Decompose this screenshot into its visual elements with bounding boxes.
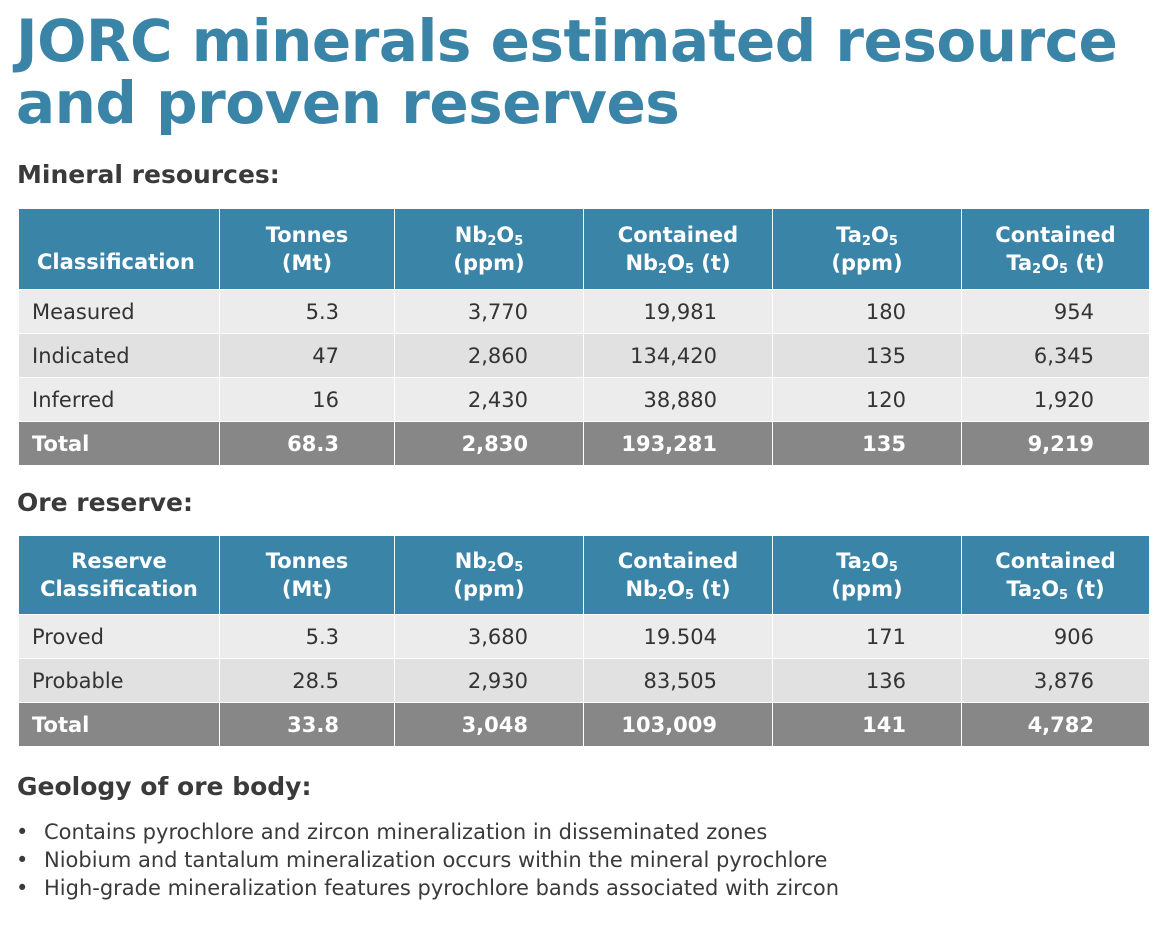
list-item-text: Niobium and tantalum mineralization occu… bbox=[44, 848, 828, 872]
list-item: • High-grade mineralization features pyr… bbox=[14, 874, 1154, 902]
column-header-contained-nb2o5: Contained Nb2O5 (t) bbox=[583, 208, 773, 290]
cell-total-contained-ta2o5: 4,782 bbox=[961, 702, 1150, 747]
page-title-line2: and proven reserves bbox=[16, 69, 680, 137]
cell-total-nb2o5: 2,830 bbox=[394, 421, 584, 466]
cell-tonnes: 5.3 bbox=[219, 289, 395, 334]
table-header-row: Classification Tonnes (Mt) Nb2O5 (ppm) C… bbox=[18, 208, 1150, 290]
column-header-tonnes: Tonnes (Mt) bbox=[219, 208, 395, 290]
cell-total-nb2o5: 3,048 bbox=[394, 702, 584, 747]
column-header-tonnes: Tonnes (Mt) bbox=[219, 535, 395, 615]
cell-tonnes: 5.3 bbox=[219, 614, 395, 659]
cell-tonnes: 28.5 bbox=[219, 658, 395, 703]
cell-contained-nb2o5: 134,420 bbox=[583, 333, 773, 378]
cell-total-label: Total bbox=[18, 702, 220, 747]
geology-bullet-list: • Contains pyrochlore and zircon mineral… bbox=[14, 818, 1154, 902]
cell-total-contained-nb2o5: 103,009 bbox=[583, 702, 773, 747]
cell-contained-ta2o5: 1,920 bbox=[961, 377, 1150, 422]
list-item-text: Contains pyrochlore and zircon mineraliz… bbox=[44, 820, 768, 844]
cell-classification: Inferred bbox=[18, 377, 220, 422]
mineral-resources-heading: Mineral resources: bbox=[17, 160, 280, 189]
table-row: Proved 5.3 3,680 19.504 171 906 bbox=[18, 614, 1150, 659]
cell-total-contained-ta2o5: 9,219 bbox=[961, 421, 1150, 466]
cell-tonnes: 47 bbox=[219, 333, 395, 378]
cell-nb2o5: 2,860 bbox=[394, 333, 584, 378]
table-header-row: Reserve Classification Tonnes (Mt) Nb2O5… bbox=[18, 535, 1150, 615]
cell-ta2o5: 180 bbox=[772, 289, 962, 334]
page-title-line1: JORC minerals estimated resource bbox=[16, 7, 1118, 75]
cell-total-tonnes: 33.8 bbox=[219, 702, 395, 747]
cell-ta2o5: 136 bbox=[772, 658, 962, 703]
table-row: Inferred 16 2,430 38,880 120 1,920 bbox=[18, 377, 1150, 422]
column-header-contained-ta2o5: Contained Ta2O5 (t) bbox=[961, 535, 1150, 615]
cell-contained-ta2o5: 6,345 bbox=[961, 333, 1150, 378]
cell-contained-ta2o5: 906 bbox=[961, 614, 1150, 659]
cell-nb2o5: 3,680 bbox=[394, 614, 584, 659]
cell-nb2o5: 2,930 bbox=[394, 658, 584, 703]
cell-ta2o5: 171 bbox=[772, 614, 962, 659]
cell-contained-nb2o5: 38,880 bbox=[583, 377, 773, 422]
column-header-ta2o5: Ta2O5 (ppm) bbox=[772, 208, 962, 290]
total-row: Total 33.8 3,048 103,009 141 4,782 bbox=[18, 702, 1150, 747]
total-row: Total 68.3 2,830 193,281 135 9,219 bbox=[18, 421, 1150, 466]
cell-nb2o5: 3,770 bbox=[394, 289, 584, 334]
cell-total-contained-nb2o5: 193,281 bbox=[583, 421, 773, 466]
cell-classification: Probable bbox=[18, 658, 220, 703]
ore-reserve-table: Reserve Classification Tonnes (Mt) Nb2O5… bbox=[18, 535, 1150, 747]
column-header-contained-nb2o5: Contained Nb2O5 (t) bbox=[583, 535, 773, 615]
ore-reserve-heading: Ore reserve: bbox=[17, 488, 193, 517]
cell-nb2o5: 2,430 bbox=[394, 377, 584, 422]
list-item: • Contains pyrochlore and zircon mineral… bbox=[14, 818, 1154, 846]
cell-contained-nb2o5: 19.504 bbox=[583, 614, 773, 659]
bullet-icon: • bbox=[16, 820, 29, 844]
column-header-nb2o5: Nb2O5 (ppm) bbox=[394, 208, 584, 290]
cell-classification: Measured bbox=[18, 289, 220, 334]
list-item-text: High-grade mineralization features pyroc… bbox=[44, 876, 840, 900]
cell-total-ta2o5: 141 bbox=[772, 702, 962, 747]
column-header-contained-ta2o5: Contained Ta2O5 (t) bbox=[961, 208, 1150, 290]
table-row: Indicated 47 2,860 134,420 135 6,345 bbox=[18, 333, 1150, 378]
cell-ta2o5: 120 bbox=[772, 377, 962, 422]
cell-tonnes: 16 bbox=[219, 377, 395, 422]
column-header-ta2o5: Ta2O5 (ppm) bbox=[772, 535, 962, 615]
geology-heading: Geology of ore body: bbox=[17, 772, 312, 801]
cell-total-ta2o5: 135 bbox=[772, 421, 962, 466]
page-title: JORC minerals estimated resource and pro… bbox=[16, 7, 1118, 137]
cell-contained-ta2o5: 954 bbox=[961, 289, 1150, 334]
cell-contained-ta2o5: 3,876 bbox=[961, 658, 1150, 703]
table-row: Probable 28.5 2,930 83,505 136 3,876 bbox=[18, 658, 1150, 703]
table-row: Measured 5.3 3,770 19,981 180 954 bbox=[18, 289, 1150, 334]
list-item: • Niobium and tantalum mineralization oc… bbox=[14, 846, 1154, 874]
column-header-reserve-classification: Reserve Classification bbox=[18, 535, 220, 615]
cell-contained-nb2o5: 19,981 bbox=[583, 289, 773, 334]
mineral-resources-table: Classification Tonnes (Mt) Nb2O5 (ppm) C… bbox=[18, 208, 1150, 466]
cell-classification: Indicated bbox=[18, 333, 220, 378]
cell-ta2o5: 135 bbox=[772, 333, 962, 378]
cell-total-label: Total bbox=[18, 421, 220, 466]
cell-contained-nb2o5: 83,505 bbox=[583, 658, 773, 703]
cell-classification: Proved bbox=[18, 614, 220, 659]
cell-total-tonnes: 68.3 bbox=[219, 421, 395, 466]
column-header-classification: Classification bbox=[18, 208, 220, 290]
column-header-nb2o5: Nb2O5 (ppm) bbox=[394, 535, 584, 615]
bullet-icon: • bbox=[16, 848, 29, 872]
bullet-icon: • bbox=[16, 876, 29, 900]
